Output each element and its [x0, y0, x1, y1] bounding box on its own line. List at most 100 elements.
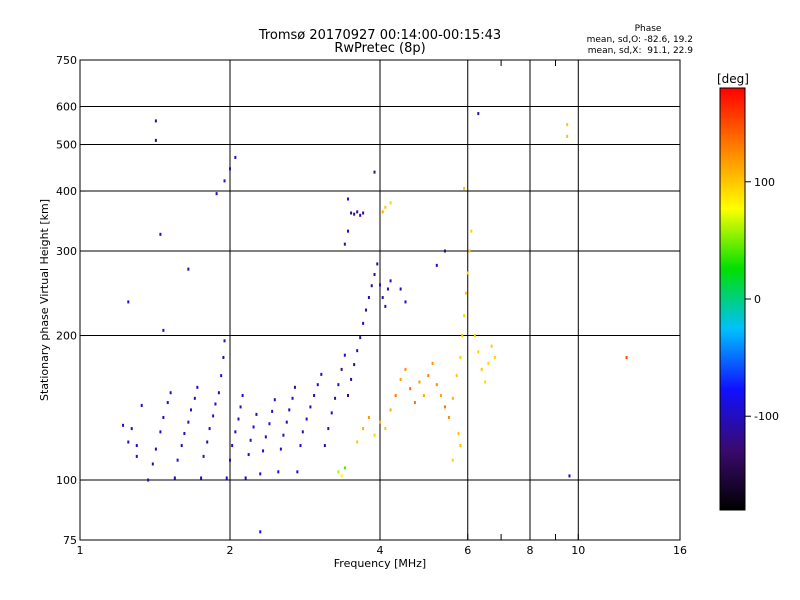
data-point — [225, 476, 228, 480]
data-point — [229, 167, 231, 171]
data-point — [222, 355, 225, 359]
colorbar-tick-label: -100 — [754, 410, 779, 423]
data-point — [427, 374, 430, 378]
phase-stats-x: mean, sd,X: 91.1, 22.9 — [588, 46, 694, 56]
data-point — [353, 363, 356, 367]
data-point — [135, 454, 138, 458]
data-point — [187, 267, 190, 271]
data-point — [367, 296, 370, 300]
data-point — [459, 444, 462, 448]
data-point — [394, 394, 397, 398]
data-point — [373, 433, 376, 437]
data-point — [189, 408, 192, 412]
data-point — [386, 287, 389, 291]
x-tick-label: 4 — [377, 544, 384, 557]
data-point — [223, 179, 226, 183]
data-point — [293, 385, 296, 389]
y-tick-label: 400 — [56, 185, 77, 198]
data-point — [343, 466, 346, 470]
data-point — [353, 212, 356, 216]
y-tick-label: 500 — [56, 139, 77, 152]
data-point — [159, 430, 162, 434]
data-point — [404, 300, 407, 304]
colorbar-tick-label: 100 — [754, 176, 775, 189]
data-point — [451, 396, 454, 400]
data-point — [490, 344, 493, 348]
data-point — [389, 279, 392, 283]
data-point — [196, 385, 199, 389]
data-point — [237, 417, 240, 421]
data-point — [130, 427, 133, 431]
data-point — [334, 396, 337, 400]
data-point — [381, 296, 384, 300]
data-point — [330, 411, 333, 415]
data-point — [480, 367, 483, 371]
data-point — [337, 383, 340, 387]
data-point — [477, 350, 480, 354]
data-point — [162, 415, 165, 419]
data-point — [193, 396, 196, 400]
data-point — [463, 314, 466, 318]
data-point — [316, 383, 319, 387]
data-point — [327, 427, 330, 431]
data-point — [404, 367, 407, 371]
data-point — [493, 355, 496, 359]
chart-title: Tromsø 20170927 00:14:00-00:15:43 — [258, 28, 501, 43]
data-point — [262, 449, 265, 453]
data-point — [439, 394, 442, 398]
x-axis-label: Frequency [MHz] — [334, 557, 426, 570]
data-point — [323, 444, 326, 448]
data-point — [381, 210, 384, 214]
data-point — [231, 444, 234, 448]
data-point — [459, 355, 462, 359]
data-point — [151, 462, 154, 466]
data-point — [127, 300, 130, 304]
data-point — [234, 155, 237, 159]
data-point — [337, 470, 340, 474]
data-point — [418, 380, 421, 384]
data-point — [359, 213, 362, 217]
data-point — [291, 396, 294, 400]
data-point — [451, 458, 454, 462]
y-tick-label: 75 — [63, 534, 77, 547]
data-point — [343, 353, 346, 357]
x-tick-label: 16 — [673, 544, 687, 557]
x-tick-label: 10 — [571, 544, 585, 557]
data-point — [212, 414, 215, 418]
y-tick-label: 600 — [56, 101, 77, 114]
data-point — [214, 402, 217, 406]
data-point — [457, 432, 460, 436]
data-point — [367, 415, 370, 419]
data-point — [249, 438, 252, 442]
data-point — [389, 201, 392, 205]
data-point — [159, 232, 162, 236]
x-tick-label: 6 — [464, 544, 471, 557]
chart-subtitle: RwPretec (8p) — [334, 41, 425, 56]
data-points — [122, 112, 628, 534]
data-point — [154, 119, 157, 123]
data-point — [435, 263, 438, 267]
data-point — [343, 242, 346, 246]
colorbar-unit: [deg] — [717, 72, 749, 86]
data-point — [208, 427, 211, 431]
y-tick-label: 100 — [56, 474, 77, 487]
x-tick-label: 1 — [77, 544, 84, 557]
data-point — [340, 474, 343, 478]
phase-stats-o: mean, sd,O: -82.6, 19.2 — [587, 35, 693, 45]
data-point — [373, 273, 376, 277]
data-point — [215, 192, 218, 196]
grid-lines — [80, 60, 680, 540]
data-point — [447, 415, 450, 419]
data-point — [154, 138, 157, 142]
data-point — [473, 334, 476, 338]
data-point — [350, 211, 353, 215]
y-tick-label: 200 — [56, 330, 77, 343]
data-point — [127, 440, 130, 444]
data-point — [464, 291, 467, 295]
data-point — [461, 334, 464, 338]
data-point — [200, 476, 203, 480]
data-point — [362, 321, 365, 325]
data-point — [187, 420, 190, 424]
data-point — [320, 372, 323, 376]
